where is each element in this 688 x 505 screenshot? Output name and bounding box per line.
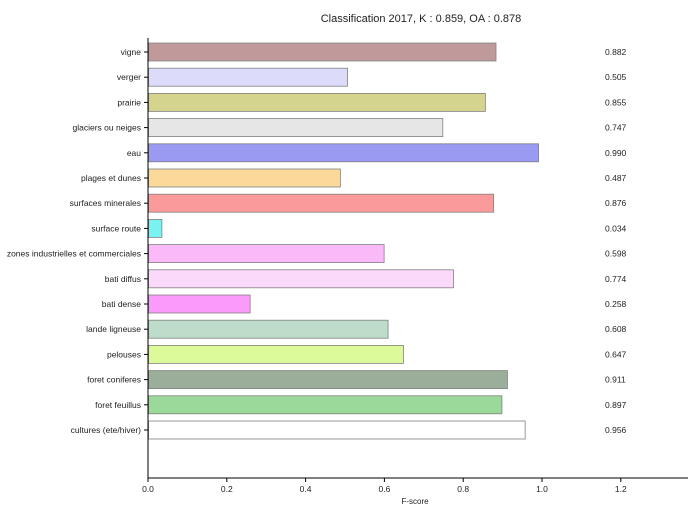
- category-label: foret coniferes: [87, 375, 141, 385]
- bar: [148, 67, 348, 87]
- category-label: bati diffus: [105, 274, 141, 284]
- category-label: verger: [117, 72, 141, 82]
- bar: [148, 218, 163, 238]
- x-tick-label: 0.8: [457, 484, 469, 494]
- x-tick-label: 0.4: [300, 484, 312, 494]
- score-label: 0.876: [605, 198, 627, 208]
- score-label: 0.774: [605, 274, 627, 284]
- score-label: 0.990: [605, 148, 627, 158]
- bar: [148, 294, 251, 314]
- category-label: plages et dunes: [81, 173, 141, 183]
- chart-title: Classification 2017, K : 0.859, OA : 0.8…: [321, 13, 522, 25]
- bar-group-cultures-ete-hiver: cultures (ete/hiver) 0.956: [71, 420, 627, 440]
- bar: [148, 244, 385, 264]
- bar-group-plages-et-dunes: plages et dunes 0.487: [81, 168, 627, 188]
- bar-group-prairie: prairie 0.855: [117, 93, 627, 112]
- score-label: 0.258: [605, 299, 627, 309]
- bar-group-bati-diffus: bati diffus 0.774: [105, 269, 627, 289]
- bar: [148, 93, 486, 112]
- score-label: 0.608: [605, 324, 627, 334]
- x-tick-label: 1.2: [615, 484, 627, 494]
- score-label: 0.747: [605, 123, 627, 133]
- score-label: 0.911: [605, 375, 626, 385]
- x-tick-label: 0.0: [142, 484, 154, 494]
- bar-group-vigne: vigne 0.882: [121, 42, 627, 62]
- bar: [148, 395, 503, 415]
- bar-group-foret-feuillus: foret feuillus 0.897: [95, 395, 627, 415]
- x-axis-label: F-score: [401, 497, 429, 505]
- bar-group-bati-dense: bati dense 0.258: [102, 294, 627, 314]
- bar: [148, 420, 526, 440]
- category-label: pelouses: [107, 349, 141, 359]
- bar-group-zones-industrielles-et-commerciales: zones industrielles et commerciales 0.598: [7, 244, 627, 264]
- category-label: surfaces minerales: [70, 198, 141, 208]
- category-label: eau: [127, 148, 141, 158]
- category-label: cultures (ete/hiver): [71, 425, 142, 435]
- category-label: lande ligneuse: [86, 324, 141, 334]
- category-label: prairie: [117, 97, 141, 107]
- category-label: glaciers ou neiges: [72, 123, 141, 133]
- bar: [148, 42, 497, 62]
- x-tick-label: 0.2: [221, 484, 233, 494]
- bar: [148, 168, 341, 188]
- bars-layer: vigne 0.882 verger 0.505 prairie 0.855 glacier…: [7, 42, 627, 440]
- score-label: 0.855: [605, 97, 627, 107]
- x-tick-label: 1.0: [536, 484, 548, 494]
- category-label: foret feuillus: [95, 400, 141, 410]
- score-label: 0.956: [605, 425, 627, 435]
- category-label: zones industrielles et commerciales: [7, 249, 141, 259]
- score-label: 0.505: [605, 72, 627, 82]
- score-label: 0.647: [605, 349, 627, 359]
- bar-group-surfaces-minerales: surfaces minerales 0.876: [70, 193, 627, 213]
- x-tick-label: 0.6: [378, 484, 390, 494]
- bar: [148, 118, 444, 137]
- bar-group-verger: verger 0.505: [117, 67, 627, 87]
- axes-layer: 0.0 0.2 0.4 0.6 0.8 1.0 1.2: [142, 38, 688, 494]
- bar-group-pelouses: pelouses 0.647: [107, 344, 627, 364]
- score-label: 0.598: [605, 249, 627, 259]
- bar-group-surface-route: surface route 0.034: [91, 218, 627, 238]
- bar: [148, 319, 389, 339]
- score-label: 0.487: [605, 173, 627, 183]
- score-label: 0.897: [605, 400, 627, 410]
- bar-group-lande-ligneuse: lande ligneuse 0.608: [86, 319, 627, 339]
- category-label: surface route: [91, 223, 141, 233]
- bar: [148, 193, 495, 213]
- score-label: 0.034: [605, 223, 627, 233]
- bar: [148, 269, 454, 289]
- category-label: vigne: [121, 47, 142, 57]
- bar-group-eau: eau 0.990: [127, 143, 627, 163]
- bar: [148, 143, 539, 163]
- bar: [148, 370, 508, 390]
- bar: [148, 344, 404, 364]
- category-label: bati dense: [102, 299, 141, 309]
- score-label: 0.882: [605, 47, 627, 57]
- bar-group-foret-coniferes: foret coniferes 0.911: [87, 370, 626, 390]
- bar-group-glaciers-ou-neiges: glaciers ou neiges 0.747: [72, 118, 627, 137]
